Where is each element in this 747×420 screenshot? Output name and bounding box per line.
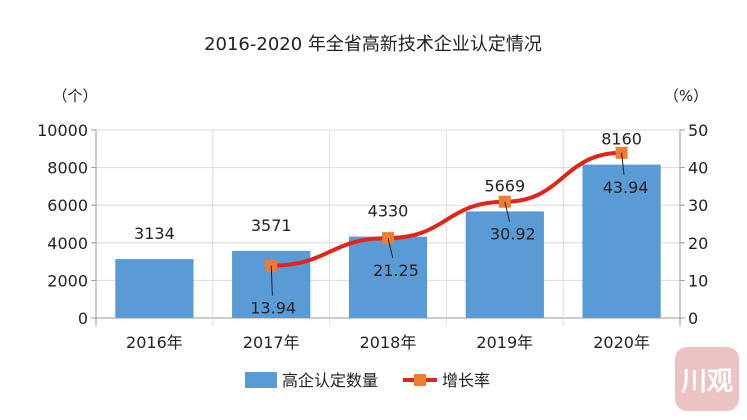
bar-value-label: 5669: [484, 176, 525, 195]
growth-rate-line: [271, 150, 622, 268]
legend-bar-label: 高企认定数量: [282, 371, 378, 390]
bar-value-label: 3134: [134, 224, 175, 243]
legend-line-marker: [414, 374, 426, 386]
right-tick-label: 30: [688, 196, 708, 215]
leader-line: [621, 152, 625, 175]
left-tick-label: 6000: [47, 196, 88, 215]
right-tick-label: 0: [688, 309, 698, 328]
left-tick-label: 4000: [47, 234, 88, 253]
x-tick-label: 2019年: [476, 333, 533, 352]
bar-value-label: 8160: [601, 130, 642, 149]
growth-rate-label: 43.94: [603, 178, 649, 197]
bar-value-label: 4330: [368, 202, 409, 221]
left-tick-label: 8000: [47, 159, 88, 178]
right-tick-label: 50: [688, 121, 708, 140]
x-tick-label: 2020年: [593, 333, 650, 352]
legend-line-label: 增长率: [442, 371, 490, 390]
left-tick-label: 2000: [47, 271, 88, 290]
bar-4: [582, 164, 661, 318]
leader-line: [504, 201, 511, 222]
left-tick-label: 10000: [37, 121, 88, 140]
right-tick-label: 20: [688, 234, 708, 253]
legend-bar-swatch: [245, 372, 277, 388]
right-tick-label: 40: [688, 159, 708, 178]
left-axis-unit: （个）: [52, 87, 97, 105]
bar-2: [348, 236, 428, 318]
growth-rate-label: 30.92: [490, 225, 536, 244]
x-tick-label: 2017年: [243, 333, 300, 352]
bar-3: [465, 211, 544, 318]
right-axis-unit: （%）: [664, 87, 708, 105]
watermark-logo: 川观: [675, 347, 739, 411]
growth-rate-label: 21.25: [373, 261, 419, 280]
bar-value-label: 3571: [251, 216, 292, 235]
x-tick-label: 2016年: [126, 333, 183, 352]
x-tick-label: 2018年: [360, 333, 417, 352]
growth-rate-label: 13.94: [250, 299, 296, 318]
right-tick-label: 10: [688, 271, 708, 290]
bar-0: [115, 259, 194, 318]
chart-title: 2016-2020 年全省高新技术企业认定情况: [204, 34, 542, 55]
leader-line: [270, 265, 273, 296]
leader-line: [387, 237, 394, 259]
left-tick-label: 0: [78, 309, 88, 328]
